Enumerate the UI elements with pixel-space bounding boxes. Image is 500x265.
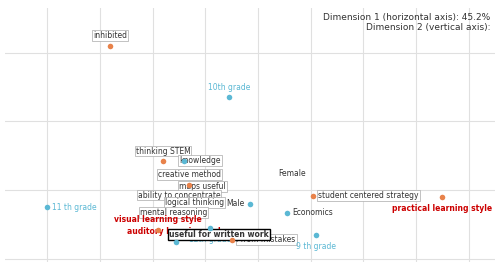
Text: Dimension 1 (horizontal axis): 45.2%
Dimension 2 (vertical axis):: Dimension 1 (horizontal axis): 45.2% Dim… — [323, 13, 490, 32]
Point — [312, 233, 320, 237]
Text: inhibited: inhibited — [94, 31, 128, 40]
Text: auditory learning style: auditory learning style — [127, 227, 226, 236]
Text: Economics: Economics — [292, 208, 333, 217]
Point — [154, 228, 162, 232]
Point — [438, 195, 446, 199]
Point — [186, 183, 194, 187]
Point — [228, 237, 235, 242]
Text: 10th grade: 10th grade — [208, 83, 250, 92]
Text: knowledge: knowledge — [179, 156, 220, 165]
Text: maps useful: maps useful — [179, 182, 226, 191]
Point — [309, 193, 317, 198]
Text: ability to concentrate: ability to concentrate — [138, 191, 220, 200]
Point — [206, 226, 214, 230]
Text: 12th grade: 12th grade — [190, 235, 232, 244]
Point — [225, 95, 233, 99]
Text: practical learning style: practical learning style — [392, 204, 492, 213]
Text: student centered strategy: student centered strategy — [318, 191, 418, 200]
Text: visual learning style: visual learning style — [114, 215, 202, 224]
Text: logical thinking: logical thinking — [165, 198, 224, 207]
Text: Female: Female — [278, 169, 306, 178]
Text: creative method: creative method — [158, 170, 221, 179]
Point — [159, 159, 167, 164]
Text: mental reasoning: mental reasoning — [140, 208, 207, 217]
Text: l from mistakes: l from mistakes — [236, 235, 296, 244]
Text: thinking STEM: thinking STEM — [136, 147, 190, 156]
Point — [43, 205, 51, 209]
Text: useful for written work: useful for written work — [169, 230, 269, 239]
Text: Male: Male — [226, 199, 244, 208]
Point — [172, 240, 180, 244]
Point — [106, 44, 114, 48]
Point — [246, 202, 254, 206]
Text: 11 th grade: 11 th grade — [52, 203, 96, 212]
Point — [283, 211, 291, 215]
Text: 9 th grade: 9 th grade — [296, 242, 336, 251]
Point — [180, 159, 188, 164]
